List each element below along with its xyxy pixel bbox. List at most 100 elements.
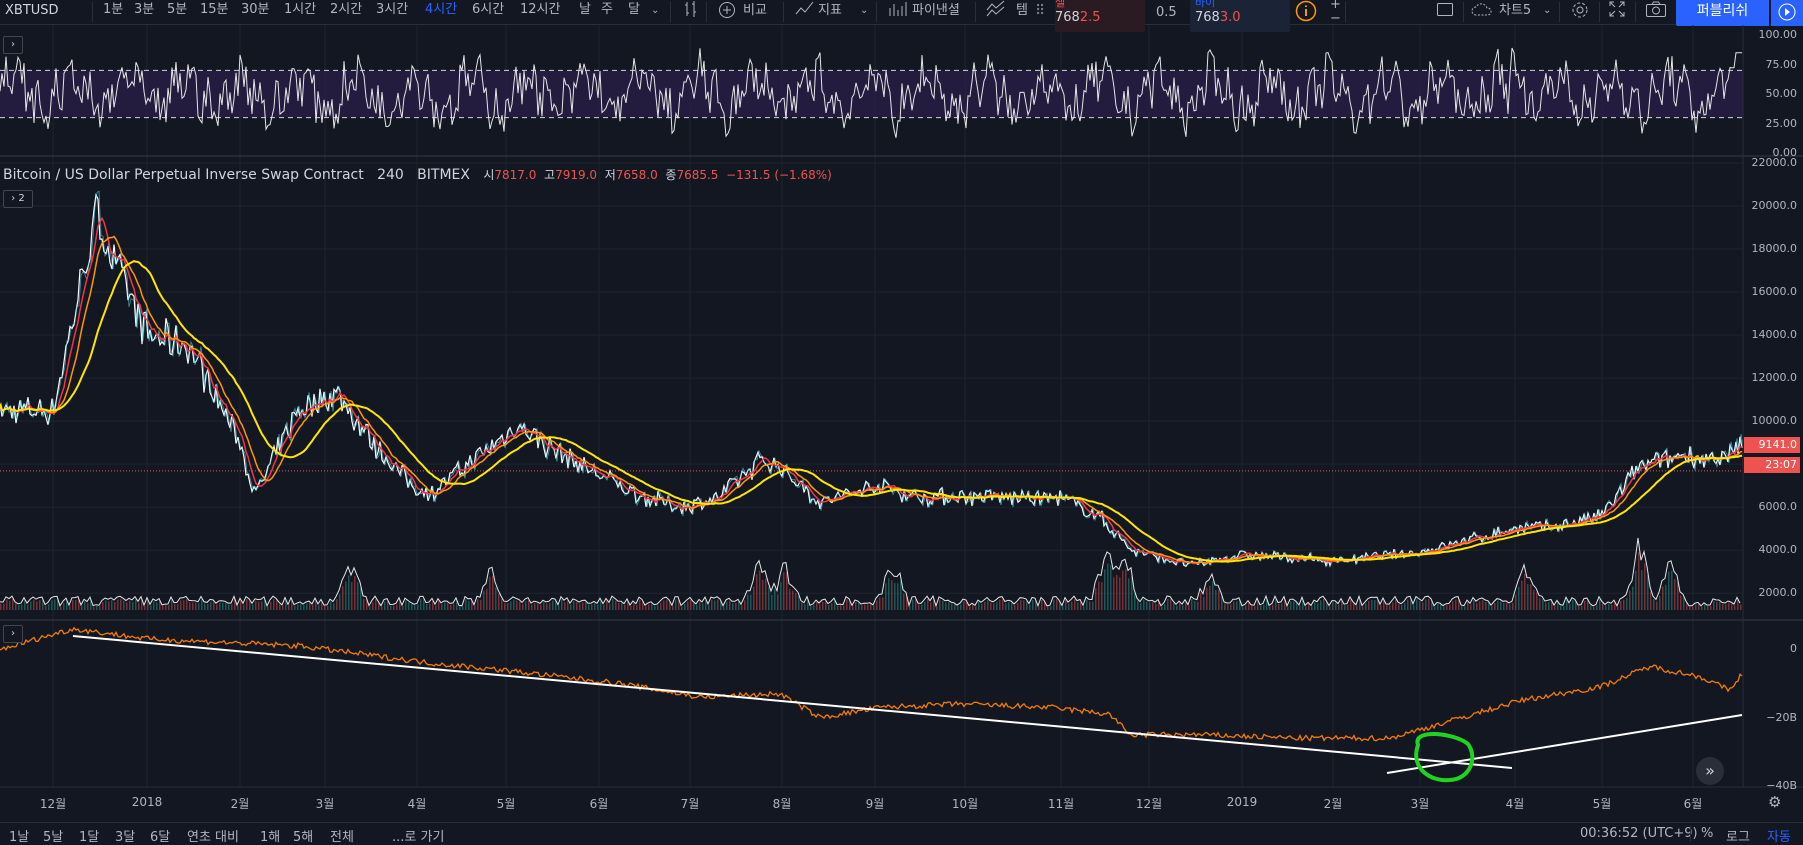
indicators-button[interactable]: 지표: [818, 3, 842, 18]
volume-bar: [828, 604, 830, 610]
quantity-minus-button[interactable]: −: [1330, 11, 1341, 26]
drag-handle-icon[interactable]: ⠿: [1035, 3, 1046, 19]
range-button-전체[interactable]: 전체: [330, 830, 354, 845]
volume-bar: [1317, 603, 1319, 610]
quantity-plus-button[interactable]: +: [1330, 0, 1341, 12]
volume-bar: [393, 605, 395, 610]
chevron-down-icon[interactable]: ⌄: [860, 5, 869, 16]
volume-bar: [570, 604, 572, 610]
volume-bar: [1635, 570, 1637, 610]
gear-icon[interactable]: ⚙: [1768, 793, 1782, 811]
open-value: 7817.0: [494, 168, 537, 182]
indicator-icon[interactable]: [795, 0, 815, 24]
rectangle-icon[interactable]: [1436, 0, 1454, 24]
range-button-1달[interactable]: 1달: [79, 830, 100, 845]
timeframe-2시간[interactable]: 2시간: [330, 2, 363, 17]
range-button-1해[interactable]: 1해: [260, 830, 281, 845]
high-value: 7919.0: [555, 168, 598, 182]
volume-bar: [1269, 606, 1271, 610]
exchange-label: BITMEX: [417, 167, 470, 183]
trendline-down: [72, 635, 1513, 769]
collapse-icon[interactable]: ›: [3, 36, 23, 54]
financials-button[interactable]: 파이낸셜: [912, 3, 960, 18]
volume-bar: [777, 594, 779, 610]
cloud-icon[interactable]: [1470, 0, 1494, 24]
price-axis-label: 14000.0: [1751, 328, 1798, 342]
timeframe-6시간[interactable]: 6시간: [472, 2, 505, 17]
timeframe-3분[interactable]: 3분: [134, 2, 155, 17]
range-button-연초 대비[interactable]: 연초 대비: [187, 830, 239, 845]
volume-bar: [792, 590, 794, 610]
range-button-1날[interactable]: 1날: [9, 830, 30, 845]
play-icon[interactable]: [1771, 0, 1803, 26]
range-button-5날[interactable]: 5날: [43, 830, 64, 845]
symbol-title[interactable]: Bitcoin / US Dollar Perpetual Inverse Sw…: [3, 167, 364, 183]
close-label: 종: [665, 168, 677, 182]
volume-bar: [750, 594, 752, 610]
volume-bar: [1719, 601, 1721, 610]
fullscreen-icon[interactable]: [1608, 0, 1626, 24]
volume-bar: [1440, 604, 1442, 610]
volume-bar: [153, 601, 155, 610]
volume-bar: [744, 600, 746, 610]
volume-bar: [249, 601, 251, 610]
timeframe-30분[interactable]: 30분: [241, 2, 270, 17]
symbol-search[interactable]: XBTUSD: [5, 3, 59, 18]
range-button-5해[interactable]: 5해: [293, 830, 314, 845]
templates-button[interactable]: 템: [1016, 3, 1028, 18]
volume-bar: [234, 599, 236, 610]
chevron-down-icon[interactable]: ⌄: [1543, 5, 1552, 16]
timeframe-1분[interactable]: 1분: [103, 2, 124, 17]
log-toggle[interactable]: 로그: [1726, 830, 1750, 845]
volume-bar: [1563, 606, 1565, 610]
collapse-icon[interactable]: ›: [3, 625, 23, 643]
pine-icon[interactable]: [888, 0, 908, 24]
bar-style-icon[interactable]: [683, 0, 699, 24]
goto-date-button[interactable]: ...로 가기: [392, 830, 445, 845]
range-button-6달[interactable]: 6달: [150, 830, 171, 845]
volume-bar: [813, 605, 815, 610]
volume-bar: [627, 601, 629, 610]
volume-bar: [1038, 606, 1040, 610]
volume-bar: [1527, 584, 1529, 610]
clock[interactable]: 00:36:52 (UTC+9): [1580, 826, 1698, 841]
volume-bar: [279, 603, 281, 610]
publish-button[interactable]: 퍼블리쉬: [1676, 0, 1769, 26]
info-icon[interactable]: [1295, 0, 1317, 24]
volume-bar: [1395, 599, 1397, 610]
timeframe-12시간[interactable]: 12시간: [520, 2, 561, 17]
compare-button[interactable]: 비교: [743, 3, 767, 18]
volume-bar: [1665, 584, 1667, 610]
buy-button[interactable]: 바이 7683.0: [1190, 0, 1290, 32]
timeframe-주[interactable]: 주: [601, 2, 613, 17]
camera-icon[interactable]: [1645, 0, 1667, 24]
timeframe-1시간[interactable]: 1시간: [284, 2, 317, 17]
timeframe-날[interactable]: 날: [579, 2, 591, 17]
auto-toggle[interactable]: 자동: [1767, 830, 1791, 845]
plus-circle-icon[interactable]: [718, 0, 736, 24]
timeframe-15분[interactable]: 15분: [200, 2, 229, 17]
volume-bar: [900, 580, 902, 610]
percent-toggle[interactable]: %: [1701, 826, 1714, 841]
timeframe-5분[interactable]: 5분: [167, 2, 188, 17]
time-axis-label: 5월: [496, 797, 516, 811]
chart-name[interactable]: 차트5: [1499, 3, 1532, 18]
timeframe-3시간[interactable]: 3시간: [376, 2, 409, 17]
volume-bar: [846, 599, 848, 610]
gear-icon[interactable]: [1570, 0, 1590, 24]
forward-icon[interactable]: »: [1696, 757, 1724, 785]
volume-bar: [957, 606, 959, 610]
timeframe-4시간[interactable]: 4시간: [425, 2, 458, 17]
volume-bar: [438, 600, 440, 610]
volume-bar: [651, 603, 653, 610]
range-button-3달[interactable]: 3달: [115, 830, 136, 845]
template-icon[interactable]: [986, 0, 1006, 24]
sell-button[interactable]: 셀 7682.5: [1055, 0, 1145, 32]
indicators-collapse-button[interactable]: › 2: [3, 190, 33, 208]
volume-bar: [261, 601, 263, 610]
volume-bar: [327, 605, 329, 610]
chevron-down-icon[interactable]: ⌄: [651, 5, 660, 16]
volume-bar: [1296, 603, 1298, 610]
timeframe-달[interactable]: 달: [628, 2, 640, 17]
